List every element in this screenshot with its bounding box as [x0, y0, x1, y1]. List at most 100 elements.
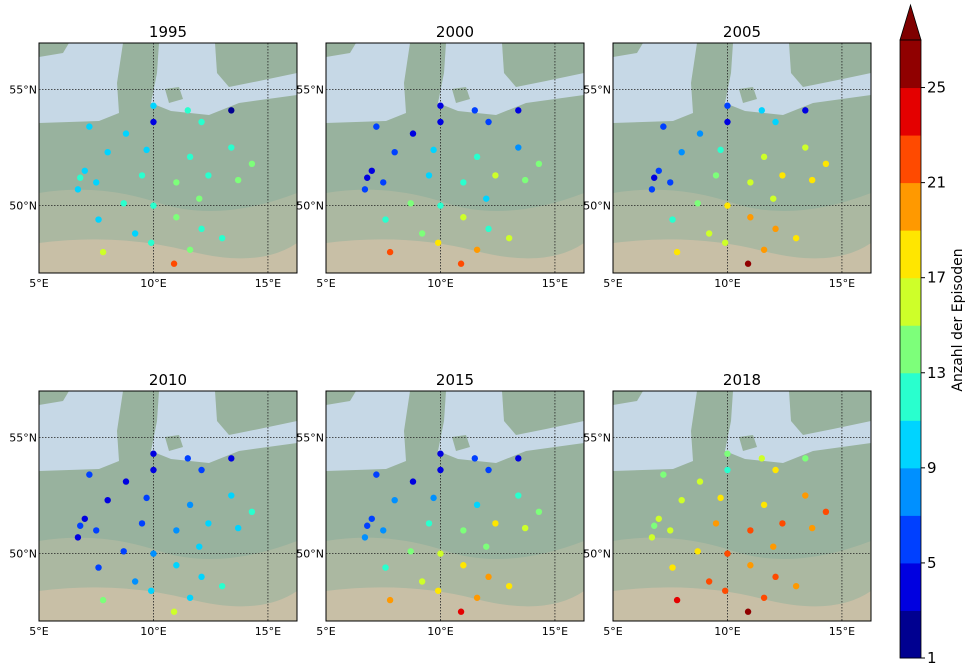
station-point — [772, 467, 778, 473]
x-tick-label: 10°E — [140, 277, 166, 290]
colorbar-bin — [900, 563, 921, 611]
station-point — [706, 578, 712, 584]
station-point — [536, 161, 542, 167]
basemap — [39, 43, 297, 273]
station-point — [713, 172, 719, 178]
colorbar-bin — [900, 468, 921, 516]
station-point — [123, 130, 129, 136]
station-point — [437, 467, 443, 473]
x-tick-label: 5°E — [316, 625, 335, 638]
y-tick-label: 55°N — [9, 83, 37, 96]
station-point — [761, 595, 767, 601]
colorbar-bin — [900, 515, 921, 563]
station-point — [717, 147, 723, 153]
station-point — [205, 172, 211, 178]
station-point — [770, 195, 776, 201]
station-point — [364, 175, 370, 181]
colorbar-bin — [900, 373, 921, 421]
figure: 19955°E10°E15°E50°N55°N20005°E10°E15°E50… — [0, 0, 969, 664]
station-point — [515, 492, 521, 498]
station-point — [86, 471, 92, 477]
station-point — [148, 240, 154, 246]
station-point — [187, 502, 193, 508]
station-point — [430, 147, 436, 153]
station-point — [458, 609, 464, 615]
station-point — [724, 467, 730, 473]
station-point — [697, 130, 703, 136]
station-point — [93, 527, 99, 533]
station-point — [515, 144, 521, 150]
colorbar-bin — [900, 278, 921, 326]
station-point — [506, 235, 512, 241]
station-point — [823, 161, 829, 167]
station-point — [150, 119, 156, 125]
station-point — [205, 520, 211, 526]
station-point — [380, 527, 386, 533]
colorbar-bin — [900, 230, 921, 278]
colorbar-tick-label: 5 — [927, 554, 937, 572]
station-point — [387, 597, 393, 603]
panel-title: 2018 — [723, 371, 761, 389]
station-point — [536, 509, 542, 515]
station-point — [669, 564, 675, 570]
station-point — [95, 564, 101, 570]
station-point — [437, 119, 443, 125]
station-point — [485, 574, 491, 580]
station-point — [651, 523, 657, 529]
station-point — [228, 107, 234, 113]
station-point — [460, 527, 466, 533]
station-point — [522, 177, 528, 183]
station-point — [196, 543, 202, 549]
station-point — [669, 216, 675, 222]
station-point — [761, 154, 767, 160]
station-point — [362, 186, 368, 192]
panel-title: 2000 — [436, 23, 474, 41]
station-point — [150, 202, 156, 208]
station-point — [706, 230, 712, 236]
station-point — [249, 161, 255, 167]
station-point — [235, 525, 241, 531]
station-point — [143, 147, 149, 153]
station-point — [724, 119, 730, 125]
panel-title: 1995 — [149, 23, 187, 41]
station-point — [380, 179, 386, 185]
y-tick-label: 55°N — [583, 431, 611, 444]
colorbar-extend — [900, 5, 921, 40]
station-point — [185, 455, 191, 461]
colorbar-bin — [900, 325, 921, 373]
basemap — [613, 43, 871, 273]
panel-title: 2015 — [436, 371, 474, 389]
station-point — [722, 588, 728, 594]
station-point — [772, 574, 778, 580]
station-point — [745, 261, 751, 267]
station-point — [697, 478, 703, 484]
y-tick-label: 50°N — [9, 200, 37, 213]
station-point — [649, 186, 655, 192]
station-point — [95, 216, 101, 222]
y-tick-label: 50°N — [583, 200, 611, 213]
station-point — [474, 502, 480, 508]
station-point — [695, 548, 701, 554]
station-point — [100, 597, 106, 603]
station-point — [437, 451, 443, 457]
station-point — [121, 200, 127, 206]
station-point — [132, 578, 138, 584]
colorbar-tick-label: 9 — [927, 459, 937, 477]
y-tick-label: 55°N — [9, 431, 37, 444]
colorbar-bin — [900, 40, 921, 88]
station-point — [139, 172, 145, 178]
station-point — [779, 172, 785, 178]
station-point — [492, 172, 498, 178]
station-point — [522, 525, 528, 531]
x-tick-label: 5°E — [29, 625, 48, 638]
station-point — [724, 451, 730, 457]
station-point — [198, 574, 204, 580]
station-point — [802, 492, 808, 498]
station-point — [809, 525, 815, 531]
station-point — [228, 144, 234, 150]
map-panel: 20055°E10°E15°E50°N55°N — [583, 23, 871, 290]
station-point — [187, 154, 193, 160]
